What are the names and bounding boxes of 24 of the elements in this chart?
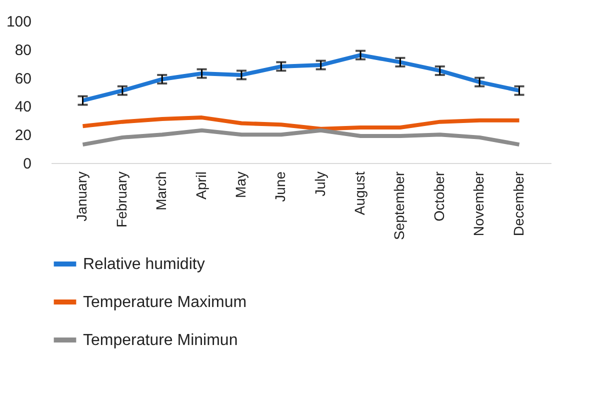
x-tick-label: June bbox=[272, 171, 288, 202]
x-tick-label: December bbox=[510, 171, 526, 236]
x-tick-label: September bbox=[391, 171, 408, 240]
x-tick-label: April bbox=[192, 172, 209, 200]
x-tick-label: January bbox=[74, 172, 90, 222]
y-tick-label: 100 bbox=[6, 14, 32, 30]
legend-label: Temperature Minimun bbox=[83, 332, 238, 349]
x-tick-label: October bbox=[430, 171, 447, 222]
x-tick-label: July bbox=[312, 172, 328, 196]
x-tick-label: November bbox=[470, 171, 487, 236]
x-tick-label: February bbox=[113, 172, 130, 228]
line-series bbox=[80, 53, 522, 103]
x-tick-label: March bbox=[153, 172, 170, 210]
legend-label: Relative humidity bbox=[83, 256, 205, 273]
line-series bbox=[80, 128, 522, 147]
y-tick-label: 0 bbox=[23, 156, 32, 172]
legend-label: Temperature Maximum bbox=[83, 294, 247, 311]
y-tick-label: 20 bbox=[14, 127, 32, 144]
x-tick-label: May bbox=[232, 172, 248, 198]
line-series bbox=[80, 116, 522, 131]
x-tick-label: August bbox=[352, 171, 368, 216]
y-tick-label: 40 bbox=[14, 98, 32, 116]
y-tick-label: 80 bbox=[14, 42, 32, 59]
y-tick-label: 60 bbox=[14, 70, 32, 88]
